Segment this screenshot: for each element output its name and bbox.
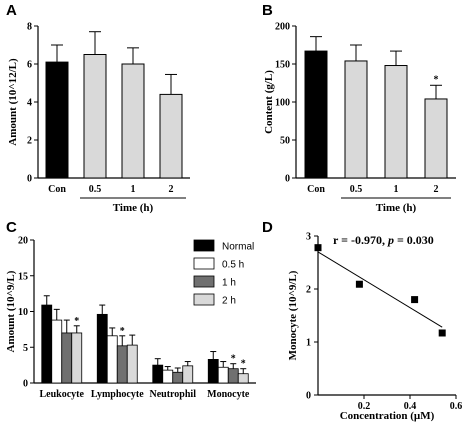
y-axis-title: Amount (10^12/L) (7, 58, 19, 146)
x-axis-title: Concentration (µM) (340, 410, 435, 422)
y-tick-label: 15 (18, 271, 28, 282)
legend-label: 2 h (222, 296, 236, 307)
bar (424, 98, 448, 179)
bar (159, 93, 183, 179)
y-tick-label: 50 (280, 136, 290, 147)
bar (126, 344, 138, 384)
x-tick-label: 1 (394, 184, 399, 195)
x-tick-label: 1 (131, 184, 136, 195)
x-tick-label: 0.5 (350, 184, 363, 195)
significance-marker: * (74, 316, 79, 327)
panel-c-chart: 0 5 10 15 20 Amount (10^9/L) * Leukocyte * Lympho… (5, 236, 256, 400)
panel-a-chart: 0 2 4 6 8 Amount (10^12/L) Con 0.5 1 2 Time (h) (7, 22, 190, 214)
y-axis-title: Content (g/L) (263, 70, 275, 134)
y-tick-label: 10 (18, 307, 28, 318)
significance-marker: * (434, 74, 439, 85)
panel-d-label: D (262, 219, 273, 236)
p-value-text: = 0.030 (394, 233, 434, 247)
r-value-text: r = -0.970, (333, 233, 388, 247)
x-tick-label: 0.2 (358, 401, 371, 412)
panel-a-label: A (6, 2, 17, 19)
bar (182, 365, 194, 384)
legend-label: 0.5 h (222, 260, 244, 271)
x-tick-label: Lymphocyte (91, 389, 144, 400)
y-tick-label: 1 (306, 338, 311, 349)
significance-marker: * (120, 326, 125, 337)
bar (96, 313, 108, 384)
y-tick-label: 0 (27, 174, 32, 185)
x-tick-label: Neutrophil (150, 389, 197, 400)
bar (41, 304, 53, 384)
y-tick-label: 100 (275, 98, 290, 109)
y-tick-label: 3 (306, 232, 311, 243)
bar (162, 369, 174, 384)
significance-marker: * (241, 359, 246, 370)
p-symbol-text: p (387, 233, 394, 247)
data-point (355, 280, 363, 288)
fit-line (317, 251, 443, 328)
group-label: Time (h) (376, 202, 417, 214)
bar (152, 364, 164, 384)
panel-d-chart: 0 1 2 3 0.2 0.4 0.6 Monocyte (10^9/L) Concentrat… (287, 232, 462, 423)
y-tick-label: 2 (306, 285, 311, 296)
bar (83, 54, 107, 179)
correlation-annotation: r = -0.970, p = 0.030 (333, 233, 434, 247)
legend-swatch (193, 257, 215, 270)
legend-label: 1 h (222, 278, 236, 289)
bar (172, 371, 184, 384)
bar (227, 368, 239, 384)
y-tick-label: 20 (18, 236, 28, 247)
panel-c-label: C (6, 219, 17, 236)
legend-swatch (193, 239, 215, 252)
group-label: Time (h) (113, 202, 154, 214)
y-axis-title: Monocyte (10^9/L) (287, 270, 299, 360)
y-tick-label: 0 (285, 174, 290, 185)
legend-label: Normal (222, 242, 254, 253)
y-tick-label: 6 (27, 60, 32, 71)
significance-marker: * (231, 354, 236, 365)
bar (51, 319, 63, 384)
bar (237, 373, 249, 384)
bar (116, 345, 128, 384)
panel-b-chart: 0 50 100 150 200 Content (g/L) Con 0.5 1 2 * Time (… (263, 22, 456, 214)
y-tick-label: 8 (27, 22, 32, 33)
y-tick-label: 4 (27, 98, 32, 109)
x-tick-label: 0.4 (404, 401, 417, 412)
bar (217, 366, 229, 384)
bar (207, 359, 219, 384)
data-point (438, 329, 446, 337)
x-tick-label: 0.6 (450, 401, 463, 412)
bar (121, 63, 145, 179)
data-point (314, 244, 322, 252)
x-tick-label: Leukocyte (40, 389, 85, 400)
x-tick-label: Monocyte (207, 389, 250, 400)
x-tick-label: 0.5 (89, 184, 102, 195)
x-tick-label: Con (307, 184, 325, 195)
bar (304, 50, 328, 179)
legend-swatch (193, 293, 215, 306)
x-tick-label: Con (48, 184, 66, 195)
bar (45, 61, 69, 179)
panel-b-label: B (262, 2, 273, 19)
bar (61, 332, 73, 384)
x-tick-label: 2 (434, 184, 439, 195)
x-tick-label: 2 (169, 184, 174, 195)
bar (344, 60, 368, 179)
y-axis-title: Amount (10^9/L) (5, 270, 17, 352)
y-tick-label: 2 (27, 136, 32, 147)
y-tick-label: 5 (23, 343, 28, 354)
bar (71, 332, 83, 384)
y-tick-label: 200 (275, 22, 290, 33)
bar (384, 65, 408, 179)
bar (106, 335, 118, 384)
legend-swatch (193, 275, 215, 288)
data-point (411, 296, 419, 304)
y-tick-label: 150 (275, 60, 290, 71)
y-tick-label: 0 (23, 379, 28, 390)
y-tick-label: 0 (306, 391, 311, 402)
